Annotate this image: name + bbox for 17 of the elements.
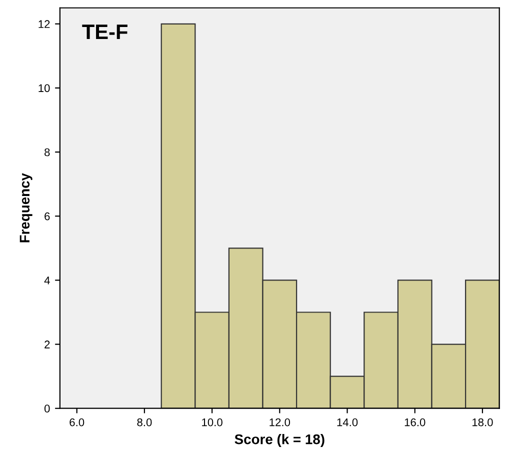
y-tick-label: 8 (44, 148, 50, 156)
x-tick-label: 8.0 (137, 418, 152, 426)
y-tick-label: 10 (38, 84, 50, 92)
y-tick-label: 0 (44, 404, 50, 412)
x-tick-label: 6.0 (70, 418, 84, 426)
x-tick-label: 12.0 (270, 418, 290, 426)
x-tick-label: 18.0 (472, 418, 493, 426)
y-axis-title: Frequency (20, 173, 32, 242)
x-tick-label: 14.0 (337, 418, 358, 426)
y-tick-label: 6 (44, 212, 50, 220)
x-tick-label: 16.0 (404, 418, 426, 426)
x-axis-title: Score (k = 18) (234, 434, 324, 447)
y-tick-label: 4 (44, 276, 50, 284)
x-tick-label: 10.0 (202, 418, 222, 426)
text: TE-F (82, 24, 128, 39)
y-tick-label: 12 (38, 20, 50, 28)
y-tick-label: 2 (44, 340, 50, 348)
